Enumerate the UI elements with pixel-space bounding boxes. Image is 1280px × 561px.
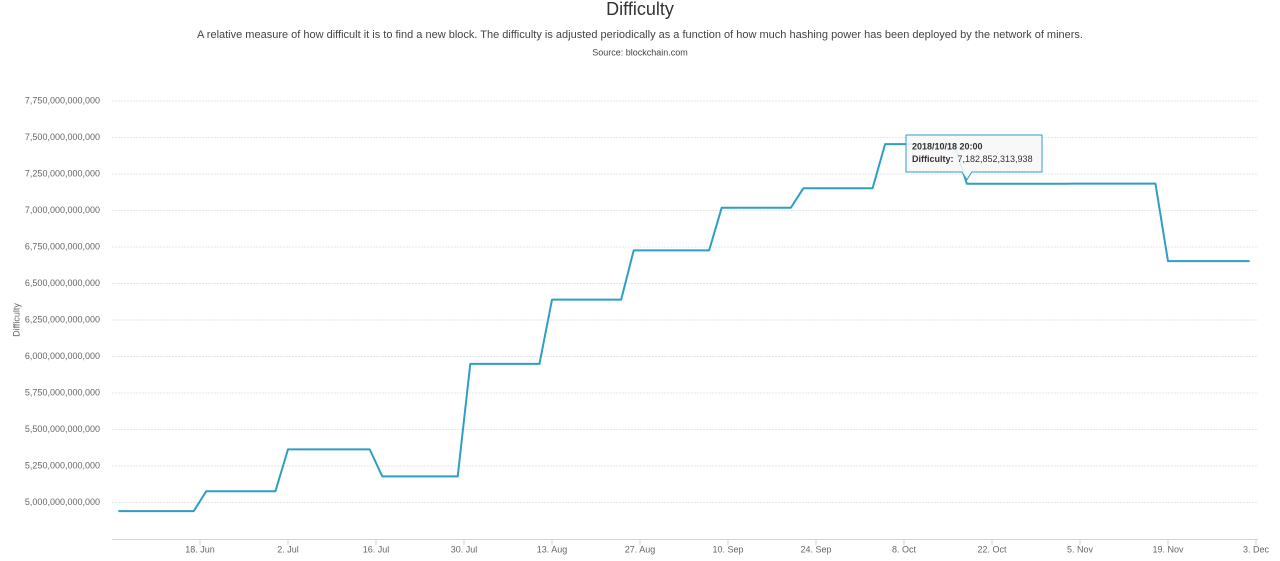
x-tick-label: 24. Sep (800, 544, 831, 554)
x-tick-label: 22. Oct (977, 544, 1007, 554)
chart-source: Source: blockchain.com (592, 47, 688, 57)
x-tick-label: 19. Nov (1152, 544, 1184, 554)
tooltip-box (905, 134, 1043, 181)
y-tick-label: 5,500,000,000,000 (25, 424, 100, 434)
x-tick-label: 2. Jul (277, 544, 299, 554)
y-tick-label: 6,750,000,000,000 (25, 241, 100, 251)
chart-title: Difficulty (606, 0, 674, 19)
y-axis-title: Difficulty (11, 303, 21, 337)
x-tick-label: 5. Nov (1067, 544, 1094, 554)
x-tick-label: 3. Dec (1243, 544, 1270, 554)
y-tick-label: 5,250,000,000,000 (25, 460, 100, 470)
y-tick-label: 5,000,000,000,000 (25, 497, 100, 507)
y-tick-label: 7,750,000,000,000 (25, 95, 100, 105)
x-tick-label: 16. Jul (363, 544, 390, 554)
tooltip-label: Difficulty: (912, 154, 954, 164)
x-tick-label: 13. Aug (537, 544, 568, 554)
chart-subtitle: A relative measure of how difficult it i… (197, 29, 1083, 41)
y-tick-label: 6,000,000,000,000 (25, 351, 100, 361)
y-tick-label: 7,500,000,000,000 (25, 132, 100, 142)
x-tick-label: 10. Sep (712, 544, 743, 554)
x-tick-label: 8. Oct (892, 544, 917, 554)
tooltip-value: 7,182,852,313,938 (958, 154, 1033, 164)
tooltip-title: 2018/10/18 20:00 (912, 141, 983, 151)
data-line (118, 143, 1250, 513)
x-tick-label: 27. Aug (625, 544, 656, 554)
y-tick-label: 6,500,000,000,000 (25, 278, 100, 288)
tooltip-row: Difficulty: 7,182,852,313,938 (912, 154, 1033, 164)
y-tick-label: 7,250,000,000,000 (25, 168, 100, 178)
y-tick-label: 6,250,000,000,000 (25, 314, 100, 324)
tooltip: 2018/10/18 20:00 Difficulty: 7,182,852,313… (905, 134, 1043, 181)
x-tick-label: 18. Jun (185, 544, 215, 554)
x-tick-label: 30. Jul (451, 544, 478, 554)
y-tick-label: 5,750,000,000,000 (25, 387, 100, 397)
y-tick-label: 7,000,000,000,000 (25, 205, 100, 215)
